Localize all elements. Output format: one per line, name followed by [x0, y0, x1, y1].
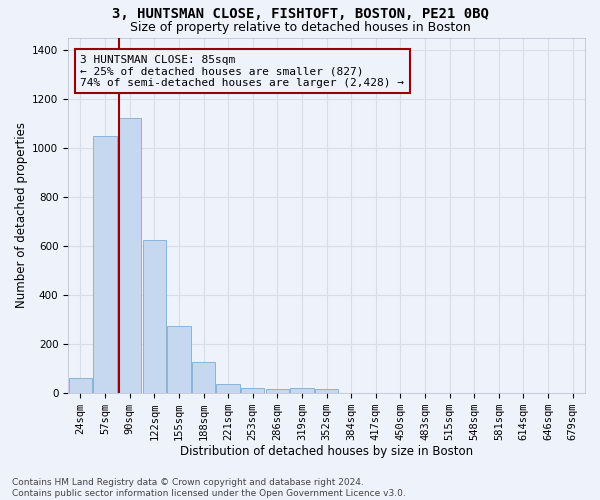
Text: 3 HUNTSMAN CLOSE: 85sqm
← 25% of detached houses are smaller (827)
74% of semi-d: 3 HUNTSMAN CLOSE: 85sqm ← 25% of detache…: [80, 54, 404, 88]
Bar: [167, 326, 191, 393]
Bar: [266, 388, 289, 393]
X-axis label: Distribution of detached houses by size in Boston: Distribution of detached houses by size …: [180, 444, 473, 458]
Text: 3, HUNTSMAN CLOSE, FISHTOFT, BOSTON, PE21 0BQ: 3, HUNTSMAN CLOSE, FISHTOFT, BOSTON, PE2…: [112, 8, 488, 22]
Text: Size of property relative to detached houses in Boston: Size of property relative to detached ho…: [130, 21, 470, 34]
Bar: [315, 390, 338, 393]
Bar: [69, 378, 92, 393]
Bar: [290, 388, 314, 393]
Bar: [143, 240, 166, 393]
Bar: [192, 362, 215, 393]
Bar: [217, 384, 240, 393]
Bar: [94, 136, 117, 393]
Y-axis label: Number of detached properties: Number of detached properties: [15, 122, 28, 308]
Text: Contains HM Land Registry data © Crown copyright and database right 2024.
Contai: Contains HM Land Registry data © Crown c…: [12, 478, 406, 498]
Bar: [118, 118, 142, 393]
Bar: [241, 388, 265, 393]
